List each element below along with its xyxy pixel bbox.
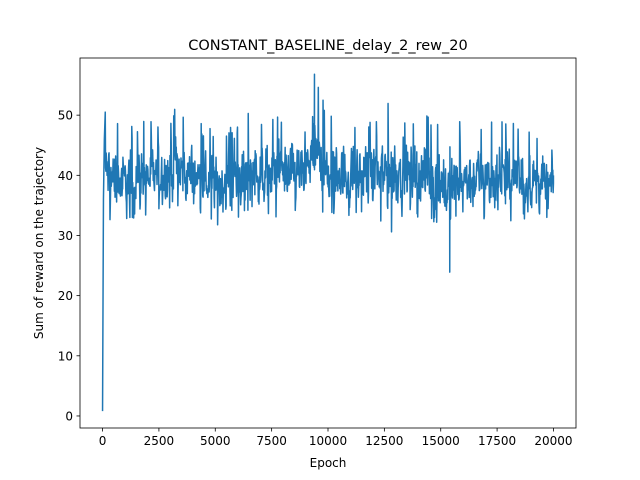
x-tick-label: 2500: [144, 434, 175, 448]
series-line: [101, 73, 555, 412]
y-tick-label: 50: [58, 109, 73, 123]
y-tick-label: 0: [65, 409, 73, 423]
y-tick-label: 10: [58, 349, 73, 363]
y-axis: 0 10 20 30 40 50: [58, 109, 80, 423]
plot-area: [101, 73, 555, 412]
y-axis-label: Sum of reward on the trajectory: [32, 147, 46, 339]
x-tick-label: 10000: [309, 434, 347, 448]
x-axis-label: Epoch: [310, 456, 347, 470]
y-tick-label: 40: [58, 169, 73, 183]
x-axis: 0 2500 5000 7500 10000 12500 15000 17500 20000: [99, 428, 573, 448]
x-tick-label: 12500: [365, 434, 403, 448]
x-tick-label: 15000: [422, 434, 460, 448]
y-tick-label: 20: [58, 289, 73, 303]
x-tick-label: 5000: [200, 434, 231, 448]
x-tick-label: 20000: [534, 434, 572, 448]
x-tick-label: 17500: [478, 434, 516, 448]
chart-title: CONSTANT_BASELINE_delay_2_rew_20: [188, 38, 468, 54]
x-tick-label: 0: [99, 434, 107, 448]
x-tick-label: 7500: [256, 434, 287, 448]
plot-frame: [79, 57, 577, 429]
y-tick-label: 30: [58, 229, 73, 243]
